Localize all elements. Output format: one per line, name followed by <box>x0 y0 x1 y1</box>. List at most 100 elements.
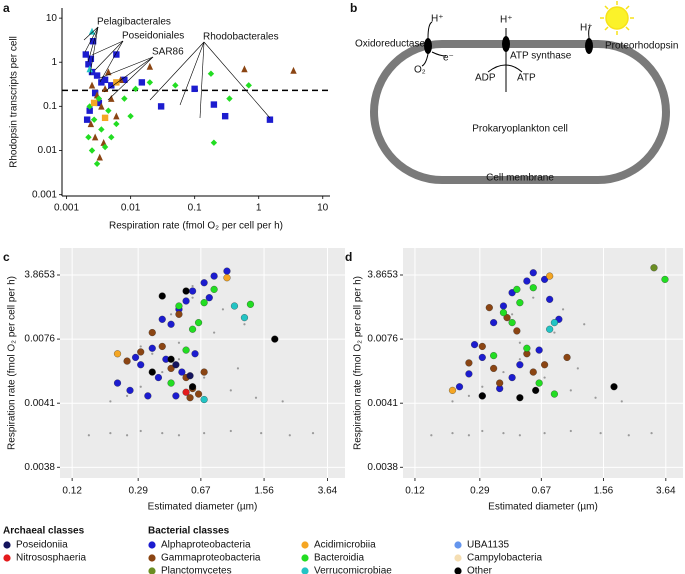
point <box>83 116 91 123</box>
y-tick-label: 0.0038 <box>24 462 55 473</box>
point <box>101 76 109 84</box>
point <box>246 300 254 308</box>
y-axis-label: Respiration rate (fmol O₂ per cell per h… <box>7 276 18 450</box>
point <box>158 315 166 323</box>
membrane-label: Cell membrane <box>486 173 554 184</box>
arrow <box>588 25 591 39</box>
point <box>189 325 197 333</box>
legend-label: Gammaproteobacteria <box>161 553 261 564</box>
point <box>485 304 493 312</box>
point <box>108 82 115 89</box>
point <box>661 275 669 283</box>
point <box>186 372 194 380</box>
background-point <box>161 432 164 435</box>
legend-label: Other <box>467 566 493 574</box>
oxygen-label: O₂ <box>414 65 426 76</box>
background-point <box>213 331 216 334</box>
point <box>91 133 99 141</box>
background-point <box>151 352 154 355</box>
background-point <box>467 394 471 397</box>
plot-background <box>60 248 345 478</box>
point <box>93 72 101 79</box>
background-point <box>203 432 206 435</box>
x-tick-label: 0.67 <box>191 486 211 497</box>
point <box>105 107 112 114</box>
point <box>101 143 109 151</box>
y-tick-label: 0.0076 <box>24 334 55 345</box>
point <box>182 287 190 295</box>
point <box>175 310 183 318</box>
point <box>490 364 498 372</box>
point <box>455 383 464 391</box>
y-tick-label: 3.8653 <box>367 270 398 281</box>
background-point <box>191 296 194 299</box>
y-tick-label: 0.0038 <box>367 462 398 473</box>
point <box>172 82 179 89</box>
point <box>87 120 95 128</box>
point <box>113 120 120 128</box>
point <box>532 386 540 394</box>
point <box>563 353 571 361</box>
legend-marker <box>3 541 11 549</box>
background-point <box>236 367 240 370</box>
proton-label: H⁺ <box>500 15 513 26</box>
point <box>157 103 165 110</box>
legend-marker <box>454 541 462 549</box>
y-tick-label: 1 <box>51 57 57 68</box>
point <box>503 314 511 322</box>
x-tick-label: 3.64 <box>318 486 338 497</box>
point <box>88 27 96 35</box>
background-point <box>583 323 586 326</box>
panel-letter: b <box>350 1 357 15</box>
cell-label: Prokaryoplankton cell <box>472 124 568 135</box>
background-point <box>254 396 258 399</box>
point <box>127 112 134 120</box>
background-point <box>125 394 129 397</box>
point <box>105 68 112 76</box>
x-tick-label: 0.29 <box>128 486 148 497</box>
point <box>499 302 508 310</box>
point <box>221 112 229 120</box>
background-point <box>599 432 602 435</box>
background-point <box>430 434 433 437</box>
background-point <box>502 370 505 374</box>
legend-label: Poseidoniia <box>16 540 68 551</box>
background-point <box>109 432 112 435</box>
annotation: SAR86 <box>152 47 184 58</box>
leader-line <box>99 56 154 79</box>
background-point <box>650 432 653 435</box>
point <box>650 264 658 272</box>
point <box>87 55 95 62</box>
x-tick-label: 1 <box>256 203 262 214</box>
point <box>207 70 215 77</box>
background-point <box>569 389 572 392</box>
leader-line <box>203 41 271 119</box>
leader-line <box>149 41 205 101</box>
point <box>167 355 175 363</box>
background-point <box>87 434 90 437</box>
atp-synthase-icon <box>502 36 510 52</box>
background-point <box>451 400 454 403</box>
point <box>90 99 98 107</box>
background-point <box>169 313 173 316</box>
legend-marker <box>3 554 11 562</box>
leader-line <box>103 56 154 93</box>
legend-marker <box>301 567 309 574</box>
background-point <box>467 434 471 437</box>
point <box>172 361 180 369</box>
point <box>499 309 508 317</box>
leader-line <box>89 26 99 76</box>
x-axis-label: Respiration rate (fmol O₂ per cell per h… <box>109 221 283 232</box>
legend-label: Verrucomicrobiae <box>314 566 392 574</box>
point <box>113 112 120 120</box>
point <box>448 386 457 394</box>
legend-marker <box>148 567 156 574</box>
cell-membrane-shape <box>370 40 670 184</box>
panel-letter: d <box>345 250 352 264</box>
x-tick-label: 0.001 <box>54 203 79 214</box>
point <box>189 383 197 391</box>
leader-line <box>91 40 124 56</box>
point <box>113 79 120 86</box>
point <box>223 274 231 282</box>
